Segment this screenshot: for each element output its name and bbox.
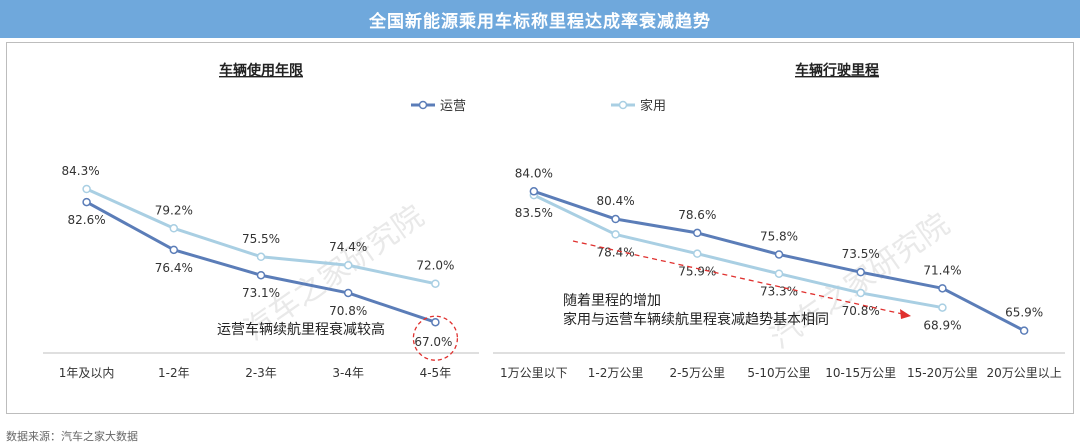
annotation-text: 运营车辆续航里程衰减较高 — [217, 321, 385, 338]
data-point-household — [856, 288, 865, 298]
data-label: 84.0% — [515, 166, 553, 180]
page-title: 全国新能源乘用车标称里程达成率衰减趋势 — [0, 0, 1080, 38]
series-line-household — [533, 193, 943, 310]
data-label: 70.8% — [842, 304, 880, 318]
x-tick-label: 2-5万公里 — [669, 366, 725, 380]
x-tick-label: 1-2年 — [158, 366, 190, 380]
x-tick-label: 1万公里以下 — [500, 366, 568, 380]
annotation-text-line1: 随着里程的增加 — [563, 293, 661, 309]
x-tick-label: 1年及以内 — [59, 366, 115, 380]
chart-title-1: 车辆行驶里程 — [795, 62, 879, 79]
data-point-operating — [256, 270, 266, 280]
data-point-household — [611, 230, 620, 239]
x-tick-label: 4-5年 — [420, 366, 452, 380]
x-tick-label: 10-15万公里 — [825, 366, 896, 380]
data-label: 65.9% — [1005, 306, 1043, 320]
data-point-operating — [774, 250, 784, 259]
data-label: 78.6% — [678, 208, 716, 222]
legend-household-marker — [618, 100, 628, 110]
series-line-operating — [533, 189, 1025, 333]
data-label: 75.9% — [678, 265, 716, 279]
data-label: 68.9% — [923, 319, 961, 333]
data-label: 84.3% — [62, 164, 100, 178]
data-point-household — [431, 279, 440, 288]
data-source: 数据来源：汽车之家大数据 — [6, 430, 138, 443]
data-label: 83.5% — [515, 206, 553, 220]
data-point-operating — [693, 228, 702, 238]
annotation-text-line2: 家用与运营车辆续航里程衰减趋势基本相同 — [563, 311, 829, 328]
x-tick-label: 5-10万公里 — [747, 366, 810, 380]
data-label: 74.4% — [329, 240, 367, 254]
data-label: 73.1% — [242, 286, 280, 300]
data-label: 76.4% — [155, 261, 193, 275]
x-tick-label: 1-2万公里 — [588, 366, 644, 380]
chart-frame: 运营 家用 汽车之家研究院 汽车之家研究院 车辆使用年限 1年及以内 1-2年 2-3年 3-4… — [6, 42, 1074, 414]
data-label: 75.5% — [242, 232, 280, 246]
legend-operating-label: 运营 — [440, 99, 466, 114]
data-label: 73.5% — [842, 247, 880, 261]
data-label: 80.4% — [597, 194, 635, 208]
data-label: 67.0% — [414, 335, 452, 349]
x-tick-label: 20万公里以上 — [987, 366, 1062, 380]
data-point-operating — [343, 288, 353, 298]
data-point-operating — [169, 245, 179, 255]
data-point-household — [256, 252, 266, 262]
trend-arrow-line — [572, 240, 908, 316]
data-point-operating — [611, 214, 620, 224]
data-label: 82.6% — [68, 213, 106, 227]
data-label: 71.4% — [923, 263, 961, 277]
data-point-operating — [82, 197, 91, 207]
data-point-household — [693, 249, 702, 258]
data-point-operating — [938, 284, 947, 293]
data-label: 75.8% — [760, 229, 798, 243]
legend-operating-marker — [418, 100, 428, 110]
data-point-operating — [529, 187, 539, 196]
data-point-household — [938, 303, 947, 312]
trend-arrow-head — [900, 309, 911, 319]
data-point-household — [82, 184, 91, 194]
data-label: 78.4% — [597, 245, 635, 259]
data-point-operating — [1019, 326, 1029, 335]
x-tick-label: 15-20万公里 — [907, 366, 978, 380]
data-point-household — [169, 224, 179, 233]
data-point-operating — [431, 317, 440, 327]
data-label: 72.0% — [416, 259, 454, 273]
legend-household-label: 家用 — [640, 98, 666, 114]
data-point-operating — [856, 267, 865, 277]
highlight-circle — [412, 315, 459, 361]
data-point-household — [774, 269, 784, 278]
data-point-household — [343, 260, 353, 270]
data-label: 70.8% — [329, 304, 367, 318]
chart-title-0: 车辆使用年限 — [219, 62, 303, 79]
x-tick-label: 2-3年 — [245, 366, 277, 380]
data-label: 79.2% — [155, 203, 193, 217]
x-tick-label: 3-4年 — [332, 366, 364, 380]
